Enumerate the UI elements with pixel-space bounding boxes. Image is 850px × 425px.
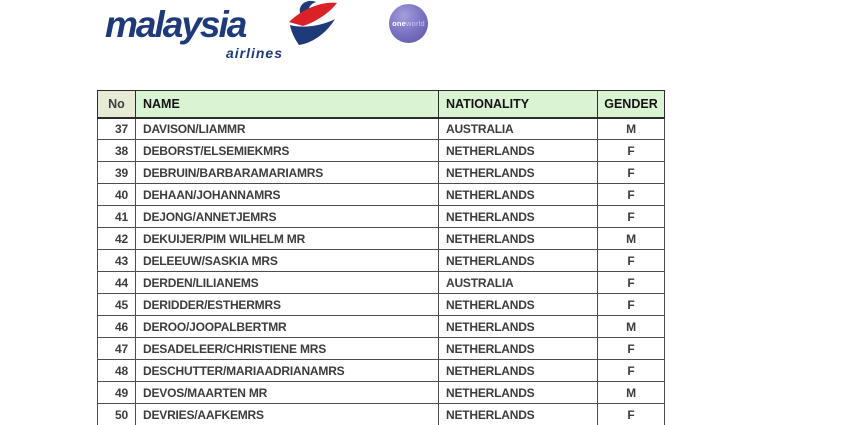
cell-gender: M bbox=[597, 117, 665, 140]
table-body: 37 DAVISON/LIAMMR AUSTRALIA M 38 DEBORST… bbox=[97, 117, 665, 425]
cell-row-number: 50 bbox=[97, 403, 136, 425]
cell-name: DERIDDER/ESTHERMRS bbox=[135, 293, 439, 316]
table-row: 40 DEHAAN/JOHANNAMRS NETHERLANDS F bbox=[97, 183, 665, 206]
cell-row-number: 48 bbox=[97, 359, 136, 382]
malaysia-kite-icon bbox=[289, 0, 337, 45]
cell-gender: F bbox=[597, 161, 665, 184]
cell-name: DAVISON/LIAMMR bbox=[135, 117, 439, 140]
cell-nationality: NETHERLANDS bbox=[438, 403, 598, 425]
cell-row-number: 37 bbox=[97, 117, 136, 140]
cell-gender: F bbox=[597, 293, 665, 316]
cell-nationality: NETHERLANDS bbox=[438, 227, 598, 250]
oneworld-world-text: world bbox=[406, 19, 425, 28]
cell-row-number: 41 bbox=[97, 205, 136, 228]
cell-gender: F bbox=[597, 359, 665, 382]
cell-row-number: 39 bbox=[97, 161, 136, 184]
table-header-row: No NAME NATIONALITY GENDER bbox=[97, 90, 665, 119]
cell-nationality: NETHERLANDS bbox=[438, 161, 598, 184]
cell-name: DELEEUW/SASKIA MRS bbox=[135, 249, 439, 272]
cell-nationality: NETHERLANDS bbox=[438, 249, 598, 272]
column-header-gender: GENDER bbox=[597, 90, 665, 119]
malaysia-wordmark-text: malaysia bbox=[105, 4, 247, 45]
cell-nationality: AUSTRALIA bbox=[438, 117, 598, 140]
oneworld-logo-text: oneworld bbox=[392, 19, 425, 28]
cell-nationality: NETHERLANDS bbox=[438, 139, 598, 162]
cell-name: DEBRUIN/BARBARAMARIAMRS bbox=[135, 161, 439, 184]
cell-nationality: AUSTRALIA bbox=[438, 271, 598, 294]
cell-name: DESADELEER/CHRISTIENE MRS bbox=[135, 337, 439, 360]
table-row: 43 DELEEUW/SASKIA MRS NETHERLANDS F bbox=[97, 249, 665, 272]
cell-gender: F bbox=[597, 249, 665, 272]
cell-row-number: 45 bbox=[97, 293, 136, 316]
cell-name: DERDEN/LILIANEMS bbox=[135, 271, 439, 294]
table-row: 37 DAVISON/LIAMMR AUSTRALIA M bbox=[97, 117, 665, 140]
table-row: 39 DEBRUIN/BARBARAMARIAMRS NETHERLANDS F bbox=[97, 161, 665, 184]
cell-row-number: 42 bbox=[97, 227, 136, 250]
oneworld-logo: oneworld bbox=[389, 4, 428, 43]
cell-gender: F bbox=[597, 271, 665, 294]
cell-name: DEVRIES/AAFKEMRS bbox=[135, 403, 439, 425]
airlines-subtext: airlines bbox=[225, 45, 283, 61]
cell-gender: M bbox=[597, 315, 665, 338]
cell-nationality: NETHERLANDS bbox=[438, 315, 598, 338]
cell-gender: F bbox=[597, 337, 665, 360]
malaysia-airlines-logo: malaysia airlines bbox=[105, 0, 345, 64]
cell-name: DEJONG/ANNETJEMRS bbox=[135, 205, 439, 228]
cell-row-number: 44 bbox=[97, 271, 136, 294]
cell-name: DESCHUTTER/MARIAADRIANAMRS bbox=[135, 359, 439, 382]
table-row: 45 DERIDDER/ESTHERMRS NETHERLANDS F bbox=[97, 293, 665, 316]
cell-nationality: NETHERLANDS bbox=[438, 381, 598, 404]
cell-row-number: 38 bbox=[97, 139, 136, 162]
table-row: 41 DEJONG/ANNETJEMRS NETHERLANDS F bbox=[97, 205, 665, 228]
cell-name: DEHAAN/JOHANNAMRS bbox=[135, 183, 439, 206]
table-row: 49 DEVOS/MAARTEN MR NETHERLANDS M bbox=[97, 381, 665, 404]
cell-gender: F bbox=[597, 139, 665, 162]
oneworld-one-text: one bbox=[392, 19, 406, 28]
cell-row-number: 47 bbox=[97, 337, 136, 360]
cell-gender: F bbox=[597, 205, 665, 228]
cell-name: DEVOS/MAARTEN MR bbox=[135, 381, 439, 404]
column-header-nationality: NATIONALITY bbox=[438, 90, 598, 119]
cell-name: DEBORST/ELSEMIEKMRS bbox=[135, 139, 439, 162]
cell-nationality: NETHERLANDS bbox=[438, 205, 598, 228]
cell-gender: F bbox=[597, 183, 665, 206]
cell-gender: M bbox=[597, 227, 665, 250]
cell-row-number: 40 bbox=[97, 183, 136, 206]
cell-nationality: NETHERLANDS bbox=[438, 183, 598, 206]
cell-nationality: NETHERLANDS bbox=[438, 337, 598, 360]
table-row: 50 DEVRIES/AAFKEMRS NETHERLANDS F bbox=[97, 403, 665, 425]
table-row: 42 DEKUIJER/PIM WILHELM MR NETHERLANDS M bbox=[97, 227, 665, 250]
passenger-manifest-table: No NAME NATIONALITY GENDER 37 DAVISON/LI… bbox=[97, 90, 665, 425]
table-row: 46 DEROO/JOOPALBERTMR NETHERLANDS M bbox=[97, 315, 665, 338]
cell-nationality: NETHERLANDS bbox=[438, 293, 598, 316]
cell-name: DEKUIJER/PIM WILHELM MR bbox=[135, 227, 439, 250]
table-row: 44 DERDEN/LILIANEMS AUSTRALIA F bbox=[97, 271, 665, 294]
cell-name: DEROO/JOOPALBERTMR bbox=[135, 315, 439, 338]
cell-row-number: 49 bbox=[97, 381, 136, 404]
table-row: 38 DEBORST/ELSEMIEKMRS NETHERLANDS F bbox=[97, 139, 665, 162]
cell-gender: F bbox=[597, 403, 665, 425]
cell-nationality: NETHERLANDS bbox=[438, 359, 598, 382]
column-header-name: NAME bbox=[135, 90, 439, 119]
table-row: 47 DESADELEER/CHRISTIENE MRS NETHERLANDS… bbox=[97, 337, 665, 360]
cell-row-number: 46 bbox=[97, 315, 136, 338]
cell-row-number: 43 bbox=[97, 249, 136, 272]
column-header-no: No bbox=[97, 90, 136, 119]
table-row: 48 DESCHUTTER/MARIAADRIANAMRS NETHERLAND… bbox=[97, 359, 665, 382]
cell-gender: M bbox=[597, 381, 665, 404]
